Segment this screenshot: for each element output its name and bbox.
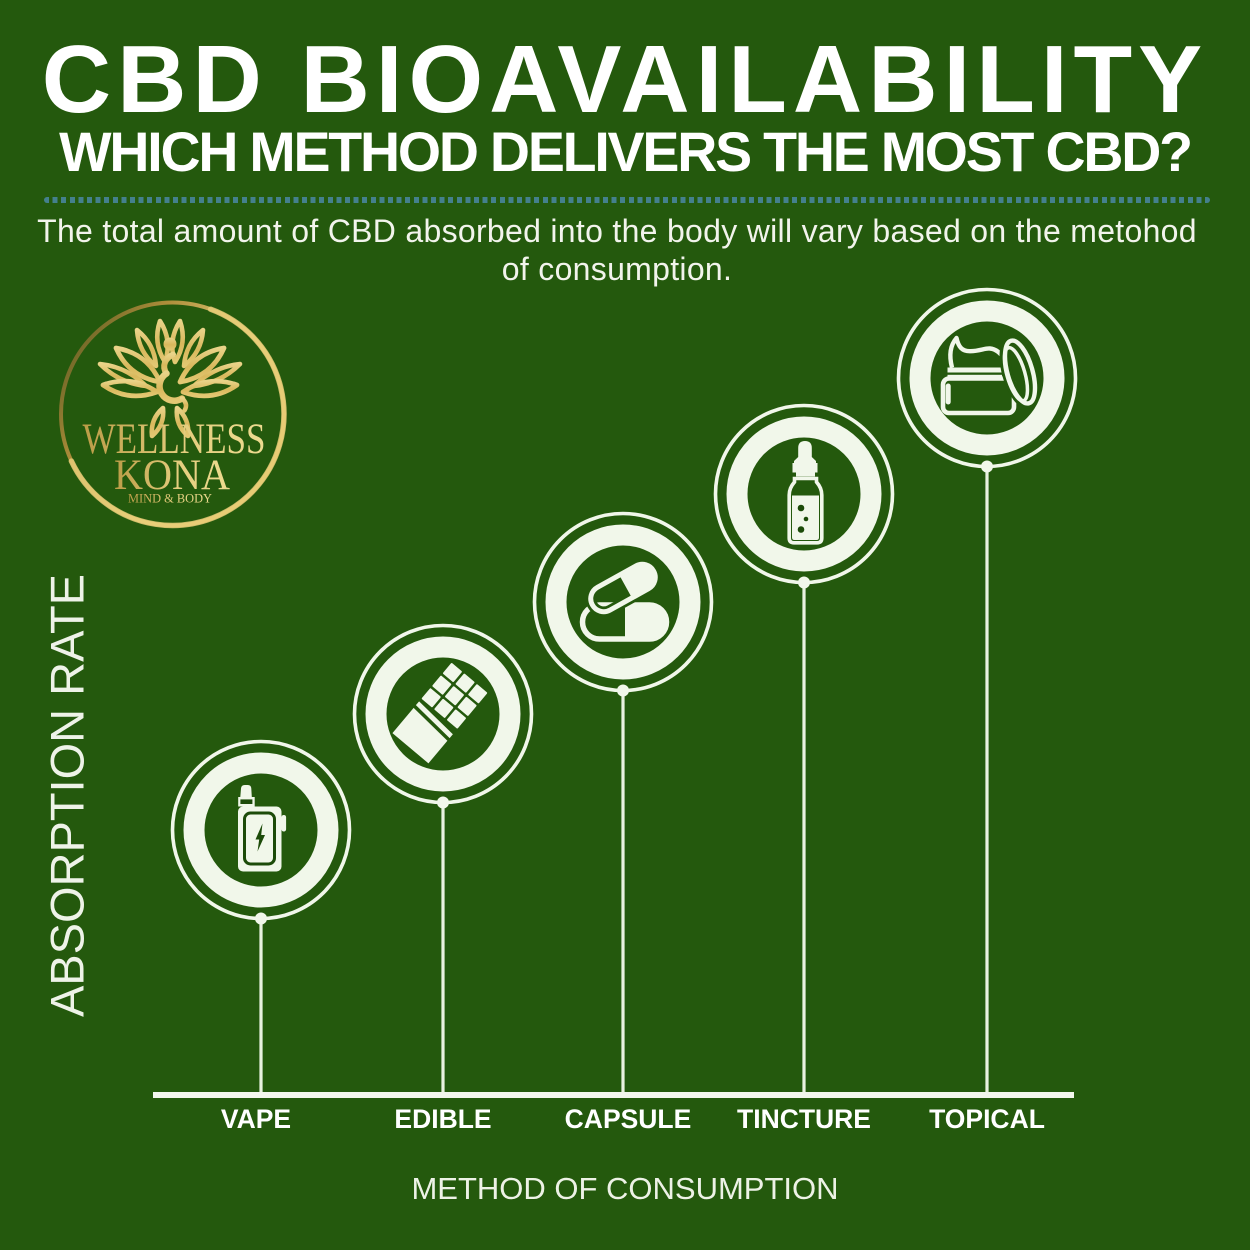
svg-text:KONA: KONA (114, 452, 230, 499)
svg-text:MIND & BODY: MIND & BODY (128, 491, 213, 506)
svg-text:WELLNESS: WELLNESS (83, 416, 266, 463)
